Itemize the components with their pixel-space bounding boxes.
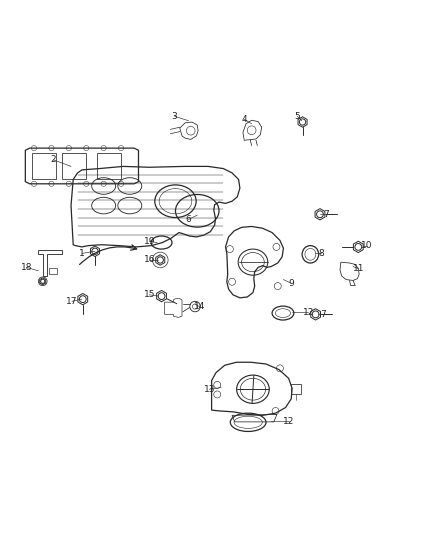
Text: 4: 4 [241,115,247,124]
Text: 1: 1 [79,249,85,258]
Text: 5: 5 [294,112,300,121]
Text: 16: 16 [144,255,155,264]
Text: 13: 13 [204,385,215,394]
Text: 15: 15 [144,290,155,300]
Text: 12: 12 [283,416,294,425]
Text: 6: 6 [186,215,191,224]
Text: 19: 19 [144,237,155,246]
Text: 2: 2 [51,156,57,164]
Text: 8: 8 [318,249,324,258]
Text: 12: 12 [303,308,314,317]
Text: 7: 7 [321,310,326,319]
Text: 11: 11 [353,264,364,273]
Text: 3: 3 [172,112,177,121]
Text: 17: 17 [66,297,78,306]
Text: 10: 10 [361,241,373,250]
Text: 18: 18 [21,263,32,272]
Text: 7: 7 [323,210,328,219]
Text: 14: 14 [194,302,205,311]
Text: 9: 9 [288,279,294,287]
